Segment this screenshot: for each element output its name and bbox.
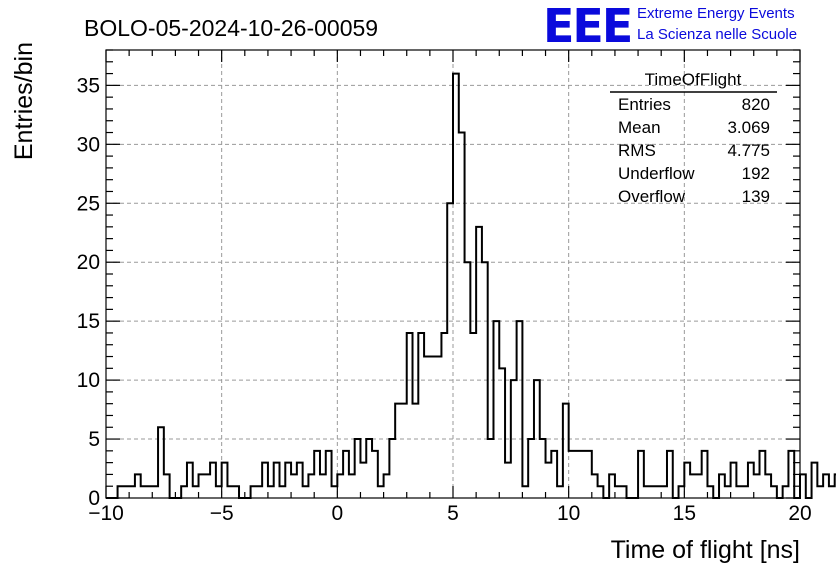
x-tick-label: −5 bbox=[210, 502, 234, 525]
stats-label-mean: Mean bbox=[618, 118, 661, 137]
stats-label-rms: RMS bbox=[618, 141, 656, 160]
x-tick-label: −10 bbox=[88, 502, 124, 525]
x-tick-label: 5 bbox=[447, 502, 459, 525]
y-tick-label: 5 bbox=[88, 428, 100, 451]
y-tick-label: 10 bbox=[77, 369, 100, 392]
chart-title: BOLO-05-2024-10-26-00059 bbox=[84, 15, 378, 41]
x-tick-label: 10 bbox=[557, 502, 580, 525]
y-tick-label: 30 bbox=[77, 133, 100, 156]
stats-label-entries: Entries bbox=[618, 95, 671, 114]
y-tick-label: 0 bbox=[88, 487, 100, 510]
logo-line-1: Extreme Energy Events bbox=[637, 5, 795, 22]
x-axis-title: Time of flight [ns] bbox=[611, 536, 800, 564]
axes: −10 −5 0 5 10 15 20 0 5 10 15 20 25 30 35 bbox=[77, 49, 812, 525]
y-tick-label: 20 bbox=[77, 251, 100, 274]
logo-line-2: La Scienza nelle Scuole bbox=[637, 26, 797, 43]
stats-value-overflow: 139 bbox=[742, 187, 770, 206]
stats-value-underflow: 192 bbox=[742, 164, 770, 183]
stats-label-overflow: Overflow bbox=[618, 187, 686, 206]
y-tick-label: 35 bbox=[77, 74, 100, 97]
x-tick-label: 15 bbox=[673, 502, 696, 525]
eee-logo: EEE Extreme Energy Events La Scienza nel… bbox=[543, 0, 797, 53]
stats-label-underflow: Underflow bbox=[618, 164, 695, 183]
stats-box: TimeOfFlight Entries 820 Mean 3.069 RMS … bbox=[610, 70, 777, 206]
y-tick-label: 25 bbox=[77, 192, 100, 215]
histogram bbox=[106, 72, 836, 499]
y-axis-title: Entries/bin bbox=[10, 42, 38, 160]
y-tick-label: 15 bbox=[77, 310, 100, 333]
stats-title: TimeOfFlight bbox=[645, 70, 742, 89]
x-tick-label: 20 bbox=[788, 502, 811, 525]
histogram-outline bbox=[106, 72, 836, 499]
stats-value-entries: 820 bbox=[742, 95, 770, 114]
stats-value-rms: 4.775 bbox=[727, 141, 770, 160]
x-tick-label: 0 bbox=[331, 502, 343, 525]
stats-value-mean: 3.069 bbox=[727, 118, 770, 137]
logo-mark: EEE bbox=[543, 0, 631, 53]
